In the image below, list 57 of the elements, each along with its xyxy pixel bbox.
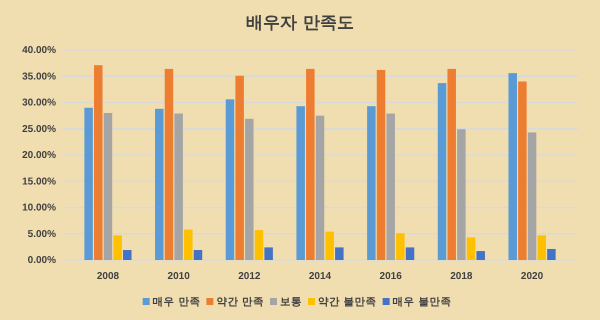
bar <box>476 251 485 260</box>
bar <box>194 250 202 260</box>
y-tick-label: 0.00% <box>28 255 56 266</box>
bar <box>367 106 376 260</box>
bar <box>306 68 315 260</box>
bar <box>94 65 103 260</box>
bar <box>254 230 264 260</box>
x-tick-label: 2014 <box>308 271 332 282</box>
bar <box>447 68 456 260</box>
bar <box>316 116 324 260</box>
y-tick-label: 35.00% <box>22 71 56 82</box>
bar <box>537 235 546 260</box>
y-tick-label: 40.00% <box>22 45 56 56</box>
y-tick-label: 30.00% <box>22 98 56 109</box>
bar <box>547 248 556 260</box>
y-tick-label: 10.00% <box>22 202 56 214</box>
bar <box>174 114 183 260</box>
bar <box>376 70 386 260</box>
bar <box>184 230 193 260</box>
bar <box>296 106 305 260</box>
y-tick-label: 25.00% <box>22 124 56 135</box>
chart-title: 배우자 만족도 <box>246 13 354 33</box>
bar <box>84 108 93 260</box>
y-tick-label: 15.00% <box>22 176 56 188</box>
bar <box>406 247 414 260</box>
legend-label: 약간 만족 <box>216 296 264 308</box>
y-tick-label: 5.00% <box>28 228 56 240</box>
bar <box>457 129 466 260</box>
legend-label: 매우 불만족 <box>392 296 452 308</box>
bar <box>335 247 344 260</box>
bar <box>235 76 244 260</box>
bar <box>123 250 132 260</box>
bar <box>325 232 334 260</box>
bar <box>438 83 446 260</box>
legend-label: 보통 <box>280 296 302 308</box>
x-tick-label: 2016 <box>380 271 402 282</box>
y-tick-label: 20.00% <box>22 150 56 162</box>
x-tick-label: 2008 <box>96 271 120 282</box>
bar <box>155 108 164 260</box>
legend-label: 약간 불만족 <box>318 296 377 308</box>
x-tick-label: 2010 <box>168 271 190 282</box>
x-tick-label: 2018 <box>450 271 473 282</box>
bar <box>164 68 174 260</box>
bar <box>528 132 536 260</box>
bar <box>104 113 112 260</box>
x-tick-label: 2020 <box>520 271 544 282</box>
bar <box>466 237 476 260</box>
bar <box>518 82 527 260</box>
bar <box>396 233 405 260</box>
bar <box>386 114 395 260</box>
bar <box>226 99 234 260</box>
x-tick-label: 2012 <box>238 271 261 282</box>
bar <box>508 73 517 260</box>
legend-label: 매우 만족 <box>152 296 200 308</box>
bar <box>264 247 273 260</box>
bar <box>113 235 122 260</box>
bar <box>245 118 254 260</box>
